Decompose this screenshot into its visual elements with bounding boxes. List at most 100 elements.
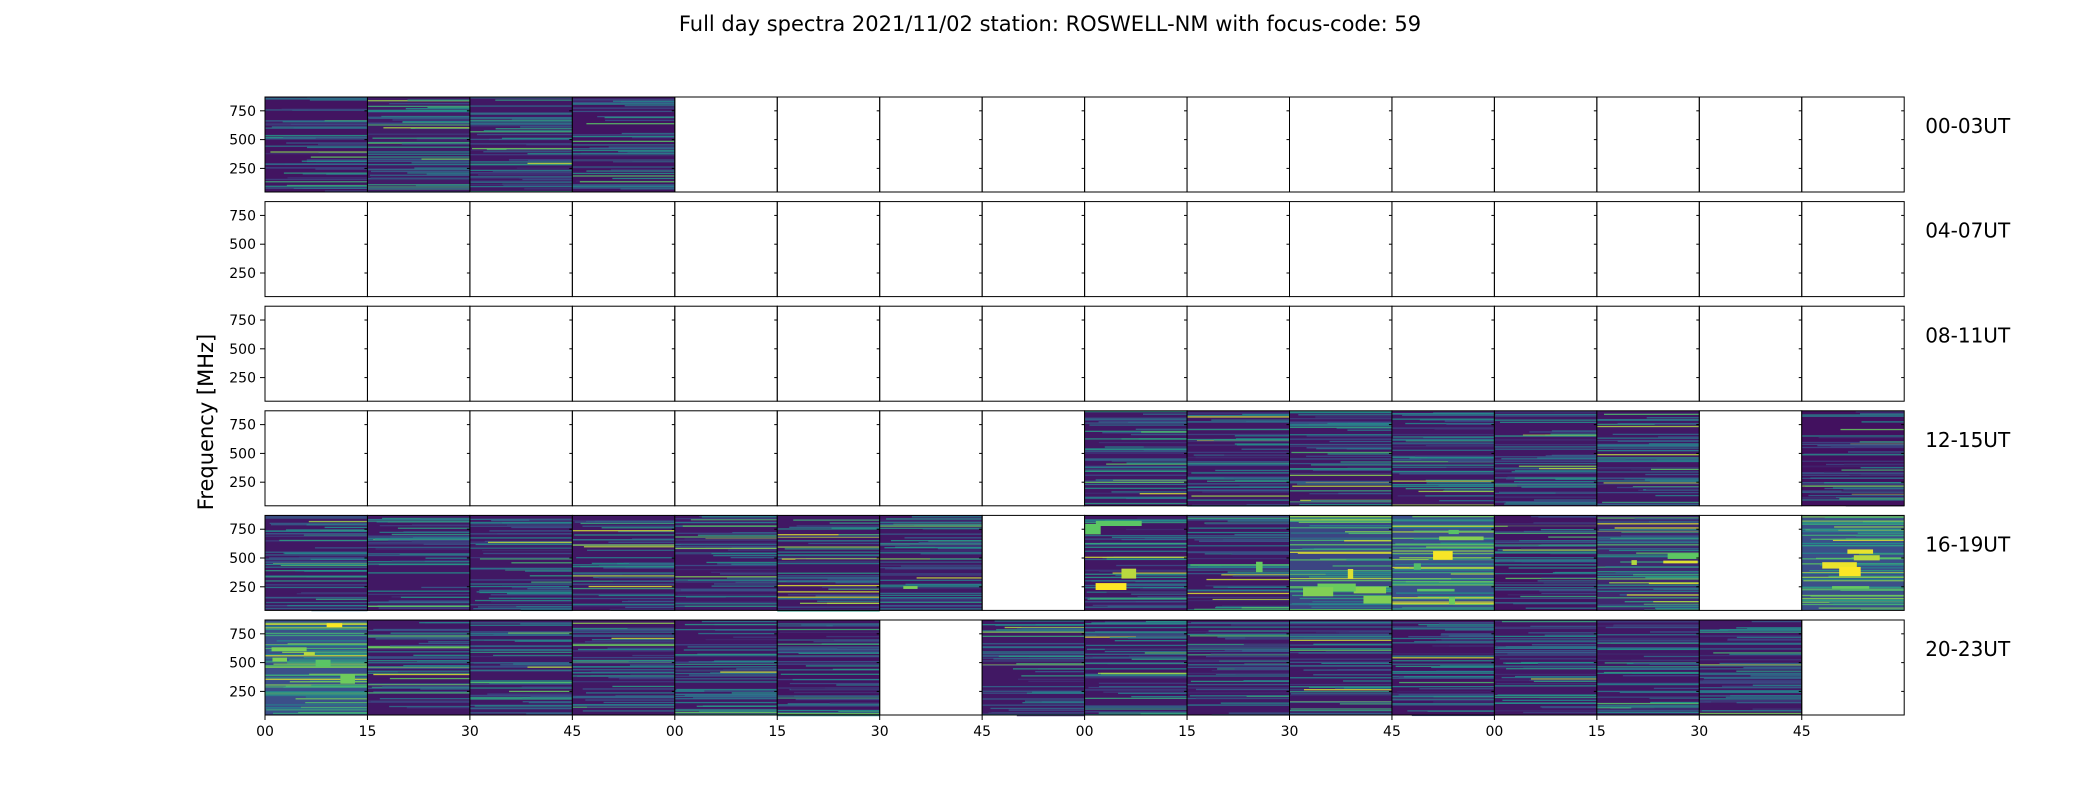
spectral-line [1084,668,1188,670]
spectrogram-panel [1084,410,1188,507]
spectral-line [265,692,368,694]
panel-frame [571,410,676,507]
spectral-line [526,144,573,146]
spectral-line [777,556,880,558]
spectral-line [520,623,573,625]
spectral-line [367,111,470,113]
spectral-line [1494,541,1597,544]
spectral-line [367,563,470,565]
spectrogram-panel [776,619,881,717]
spectral-line [426,173,470,175]
spectral-line [1243,664,1290,666]
spectral-line [674,708,778,711]
spectrogram-panel [264,514,368,612]
spectral-line [1391,544,1495,546]
spectral-line [1084,448,1188,450]
spectral-line [470,161,573,163]
spectral-line [1521,661,1597,664]
spectral-line [994,620,1085,622]
spectral-line [1391,480,1495,482]
spectral-line [632,136,675,139]
spectral-line [389,645,470,647]
spectral-line [382,686,470,688]
spectral-line [1494,446,1597,448]
spectral-line [1289,622,1392,624]
spectral-line [607,647,675,649]
spectral-line [1596,483,1700,485]
spectral-line [367,662,470,664]
spectral-line [1187,490,1290,492]
panel-frame [1596,305,1700,402]
spectrogram-panel [1391,514,1495,611]
panel-frame [981,201,1086,298]
spectral-line [1084,550,1188,552]
spectral-line [1106,463,1188,465]
spectral-line [367,151,470,153]
spectral-line [367,635,470,637]
spectral-line [469,546,573,548]
spectral-line [676,688,778,691]
spectral-line [1494,581,1597,584]
spectral-line [1450,573,1495,575]
spectral-line [1494,483,1597,486]
spectral-line [1391,685,1495,688]
spectral-line [295,698,368,700]
spectral-line [1195,688,1290,691]
spectrogram-panel [1084,96,1188,193]
spectral-line [1750,675,1802,677]
spectral-line [1391,695,1495,697]
spectral-line [1187,650,1290,653]
spectral-line [1084,422,1188,424]
spectral-line [674,678,778,680]
spectral-line [900,565,983,567]
spectral-line [1818,607,1905,609]
spectral-line [884,547,983,549]
spectral-line [508,632,573,634]
spectral-line [470,181,573,183]
spectral-line [1613,624,1700,626]
spectral-line [879,592,983,595]
spectral-line [370,656,470,658]
spectral-line [1643,603,1700,606]
spectral-line [1439,500,1495,502]
spectral-line [1084,474,1188,476]
spectral-line [1504,503,1597,505]
spectral-line [1494,459,1597,461]
spectral-line [1289,548,1392,551]
spectral-line [1494,560,1597,562]
saturation-block [1839,566,1861,577]
spectral-line [469,698,573,700]
spectral-line [1596,480,1700,482]
spectral-line [572,539,675,541]
spectral-line [1114,640,1188,642]
spectral-line [1418,623,1495,626]
spectral-line [1144,652,1188,654]
spectral-line [780,673,880,675]
saturation-block [1448,529,1459,535]
spectral-line [391,559,470,562]
spectral-line [572,597,675,600]
row-time-label: 04-07UT [1925,219,2011,243]
spectral-line [1596,530,1700,532]
saturation-block [1095,583,1127,590]
spectrogram-panel [674,619,778,716]
spectral-line [265,554,368,556]
spectrogram-panel [879,201,983,298]
spectral-line [1438,622,1495,625]
spectral-line [1187,451,1290,454]
spectrogram-background [367,515,470,611]
spectral-line [572,643,675,645]
spectral-line [1084,450,1188,452]
spectral-line [1084,626,1188,629]
saturation-block [1121,568,1137,579]
spectral-line [309,652,368,654]
y-tick-label: 500 [229,446,256,462]
spectral-line [1631,707,1700,709]
chart-title: Full day spectra 2021/11/02 station: ROS… [679,12,1421,36]
spectral-line [1343,687,1392,689]
spectral-line [1221,574,1290,576]
spectral-line [287,604,368,607]
spectral-line [777,577,880,579]
spectral-line [799,602,880,604]
spectral-line [572,184,675,186]
